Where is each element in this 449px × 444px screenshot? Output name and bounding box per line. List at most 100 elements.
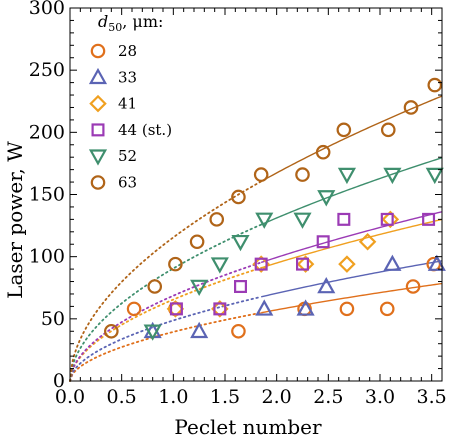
data-point: [126, 301, 142, 317]
data-point: [383, 254, 402, 271]
x-axis-ticks: 0.0 0.5 1.0 1.5 2.0 2.5 3.0 3.5: [55, 8, 447, 408]
x-tick-label: 3.0: [365, 386, 395, 408]
data-points: [104, 77, 446, 341]
fit-curve-dotted: [69, 261, 263, 382]
data-point: [339, 301, 355, 317]
data-point: [190, 321, 209, 339]
data-point: [315, 144, 331, 160]
data-point: [422, 212, 436, 226]
legend-marker: [89, 94, 107, 113]
plot-frame: [69, 7, 443, 382]
y-tick-label: 50: [41, 308, 65, 330]
fit-curve-solid: [260, 157, 443, 226]
legend-label: 44 (st.): [118, 121, 172, 139]
legend-label: 28: [118, 42, 137, 60]
data-point: [231, 234, 250, 252]
fit-curve-dotted: [69, 266, 263, 382]
x-tick-label: 1.0: [158, 386, 188, 408]
data-point: [427, 254, 446, 271]
legend-marker: [90, 43, 106, 59]
fit-curve-dotted: [69, 311, 263, 382]
y-tick-label: 250: [29, 59, 65, 81]
data-point: [336, 122, 352, 138]
legend: d50, μm: 28 33 41 44 (st.) 52 63: [88, 12, 172, 192]
legend-marker: [91, 123, 105, 137]
data-point: [427, 77, 443, 93]
legend-title-subscript: 50: [108, 21, 122, 34]
axes-frame: [69, 7, 443, 382]
data-point: [231, 323, 246, 339]
data-point: [296, 299, 315, 316]
data-point: [253, 167, 269, 182]
data-point: [147, 279, 163, 294]
data-point: [383, 167, 402, 185]
data-point: [317, 277, 336, 294]
data-point: [143, 324, 162, 341]
legend-label: 41: [118, 95, 137, 113]
data-point: [337, 212, 351, 226]
data-point: [381, 210, 400, 229]
data-point: [168, 256, 183, 272]
x-tick-label: 1.5: [210, 386, 240, 408]
data-point: [293, 212, 312, 229]
data-point: [210, 257, 229, 274]
fit-curves: [69, 95, 443, 382]
fit-curve-solid: [260, 95, 443, 183]
data-point: [234, 280, 248, 294]
data-point: [403, 100, 419, 115]
data-point: [104, 323, 119, 339]
legend-marker: [88, 149, 108, 166]
y-tick-label: 150: [29, 184, 65, 206]
data-point: [231, 189, 246, 205]
fit-curve-dotted: [69, 180, 263, 382]
data-point: [317, 190, 336, 207]
legend-title-main: d: [98, 12, 108, 31]
fit-curve-solid: [260, 218, 443, 269]
fit-curve-dotted: [69, 295, 263, 382]
x-tick-label: 2.0: [262, 386, 292, 408]
y-axis-label: Laser power, W: [3, 141, 27, 299]
legend-title-unit: , μm:: [122, 12, 163, 31]
data-point: [189, 234, 205, 250]
legend-marker: [90, 175, 106, 190]
fit-curve-dotted: [69, 223, 263, 382]
data-point: [405, 279, 421, 294]
x-tick-label: 0.5: [107, 386, 137, 408]
data-point: [209, 212, 225, 227]
fit-curve-solid: [261, 282, 443, 314]
data-point: [169, 302, 183, 316]
data-point: [316, 235, 330, 249]
legend-label: 33: [118, 68, 137, 86]
y-tick-label: 100: [29, 246, 65, 268]
data-point: [255, 299, 274, 316]
data-point: [380, 212, 394, 226]
data-point: [337, 167, 357, 185]
data-point: [379, 301, 395, 317]
data-point: [213, 302, 227, 316]
legend-items: 28 33 41 44 (st.) 52 63: [88, 42, 172, 192]
y-tick-label: 200: [29, 121, 65, 143]
legend-marker: [88, 67, 108, 85]
data-point: [254, 257, 268, 271]
x-axis-label: Peclet number: [174, 415, 322, 439]
y-tick-label: 300: [29, 0, 65, 19]
data-point: [358, 232, 377, 251]
fit-curve-solid: [260, 211, 443, 264]
x-tick-label: 2.5: [313, 386, 343, 408]
data-point: [296, 255, 315, 273]
data-point: [425, 167, 444, 185]
x-tick-label: 3.5: [417, 386, 447, 408]
y-axis-ticks: 0 50 100 150 200 250 300: [29, 0, 442, 392]
data-point: [380, 122, 396, 138]
data-point: [295, 167, 310, 182]
legend-label: 63: [118, 174, 137, 192]
x-tick-label: 0.0: [55, 386, 85, 408]
data-point: [296, 257, 310, 271]
legend-title: d50, μm:: [98, 12, 163, 34]
data-point: [338, 255, 356, 273]
legend-label: 52: [118, 147, 137, 165]
y-tick-label: 0: [53, 370, 65, 392]
fit-curve-solid: [261, 260, 443, 298]
data-point: [255, 212, 274, 229]
